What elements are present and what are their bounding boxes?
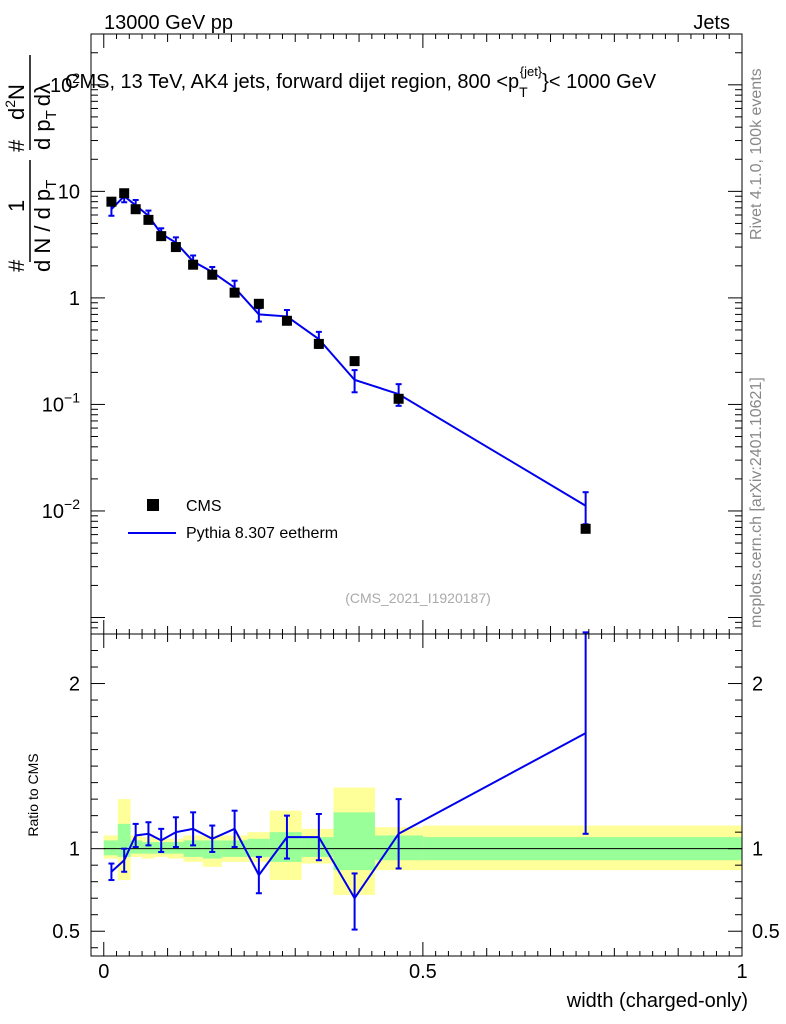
y-tick-label: 10−1 bbox=[42, 389, 80, 416]
cms-data-point bbox=[188, 259, 199, 270]
legend-cms-label: CMS bbox=[186, 498, 222, 515]
cms-data-point bbox=[130, 204, 141, 215]
analysis-watermark: (CMS_2021_I1920187) bbox=[345, 590, 491, 606]
title-main: CMS, 13 TeV, AK4 jets, forward dijet reg… bbox=[65, 71, 519, 93]
ylabel-d-text: d bbox=[4, 108, 29, 120]
header-right: Jets bbox=[693, 12, 730, 34]
title-end: }< 1000 GeV bbox=[542, 71, 657, 93]
y-tick-label: 10−2 bbox=[42, 496, 80, 523]
ylabel-dn-sub: T bbox=[43, 180, 60, 189]
uncertainty-band-inner bbox=[142, 842, 155, 854]
ylabel-d-sup: 2 bbox=[2, 100, 18, 108]
mcplots-label: mcplots.cern.ch [arXiv:2401.10621] bbox=[748, 377, 765, 628]
ylabel-d: d2N bbox=[2, 84, 29, 120]
cms-data-point bbox=[229, 287, 240, 298]
cms-data-point bbox=[580, 523, 591, 534]
cms-data-point bbox=[349, 356, 360, 367]
ratio-plot-ticks: 0.5 0.51 12 20 0.5 1 bbox=[52, 34, 780, 983]
y-tick-label-base: 10 bbox=[42, 501, 64, 523]
ylabel-dp: d pTdλ bbox=[30, 83, 60, 150]
ylabel-dlambda: dλ bbox=[30, 83, 55, 106]
uncertainty-band-inner bbox=[247, 838, 270, 857]
cms-data-point bbox=[253, 298, 264, 309]
y-tick-label-base: 10 bbox=[42, 394, 64, 416]
cms-data-point bbox=[393, 393, 404, 404]
y-tick-label: 102 bbox=[50, 70, 80, 97]
main-plot-frame bbox=[90, 33, 743, 635]
y-axis-label: # 1 d N / d pT # d2N d pTdλ bbox=[2, 55, 60, 272]
ylabel-dn: d N / d pT bbox=[30, 180, 60, 272]
y-tick-label-base: 10 bbox=[58, 181, 80, 203]
y-tick-label-base: 10 bbox=[50, 75, 72, 97]
y-tick-label: 1 bbox=[69, 288, 80, 310]
ratio-y-tick-label: 1 bbox=[69, 839, 80, 861]
ratio-ylabel: Ratio to CMS bbox=[25, 753, 41, 836]
ylabel-dp-sub: T bbox=[43, 110, 60, 119]
ylabel-n: N bbox=[4, 84, 29, 100]
x-tick-label: 0 bbox=[98, 961, 109, 983]
legend: CMS Pythia 8.307 eetherm bbox=[128, 498, 338, 542]
plot-title: CMS, 13 TeV, AK4 jets, forward dijet reg… bbox=[65, 64, 657, 100]
ratio-plot-marks bbox=[103, 631, 742, 931]
ylabel-dn-text: d N / d p bbox=[30, 189, 55, 272]
uncertainty-band-inner bbox=[301, 837, 334, 857]
y-tick-label: 10 bbox=[58, 181, 80, 203]
cms-data-point bbox=[119, 188, 130, 199]
cms-data-point bbox=[106, 196, 117, 207]
pythia-line bbox=[110, 194, 587, 507]
title-sup: {jet} bbox=[520, 64, 543, 79]
x-tick-label: 1 bbox=[736, 961, 747, 983]
main-plot-marks bbox=[106, 188, 591, 534]
uncertainty-band-inner bbox=[333, 812, 376, 871]
ylabel-dp-text: d p bbox=[30, 119, 55, 150]
header-left: 13000 GeV pp bbox=[104, 12, 233, 34]
ylabel-hash1: # bbox=[4, 259, 29, 272]
x-tick-label: 0.5 bbox=[409, 961, 437, 983]
cms-data-point bbox=[143, 214, 154, 225]
title-sub: T bbox=[519, 84, 528, 100]
cms-data-point bbox=[207, 269, 218, 280]
legend-pythia-label: Pythia 8.307 eetherm bbox=[186, 525, 338, 542]
ratio-plot-frame bbox=[90, 633, 743, 957]
ylabel-hash2: # bbox=[4, 139, 29, 152]
x-axis-label: width (charged-only) bbox=[566, 990, 748, 1012]
ratio-y-tick-label: 0.5 bbox=[52, 921, 80, 943]
cms-data-point bbox=[156, 231, 167, 242]
ratio-y-tick-label-right: 0.5 bbox=[752, 921, 780, 943]
ylabel-one: 1 bbox=[4, 200, 29, 212]
y-tick-label-exponent: −1 bbox=[64, 389, 80, 405]
y-tick-label-exponent: 2 bbox=[72, 70, 80, 86]
ratio-y-tick-label-right: 2 bbox=[752, 674, 763, 696]
cms-data-point bbox=[170, 242, 181, 253]
ratio-plot: 0.5 0.51 12 20 0.5 1 Ratio to CMS width (char… bbox=[25, 34, 780, 1012]
rivet-label: Rivet 4.1.0, 100k events bbox=[748, 68, 765, 240]
ratio-y-tick-label: 2 bbox=[69, 674, 80, 696]
y-tick-label-exponent: −2 bbox=[64, 496, 80, 512]
cms-data-point bbox=[281, 315, 292, 326]
uncertainty-band-inner bbox=[103, 840, 118, 856]
legend-cms-marker bbox=[147, 499, 159, 511]
ratio-y-tick-label-right: 1 bbox=[752, 839, 763, 861]
y-tick-label-base: 1 bbox=[69, 288, 80, 310]
cms-data-point bbox=[313, 338, 324, 349]
